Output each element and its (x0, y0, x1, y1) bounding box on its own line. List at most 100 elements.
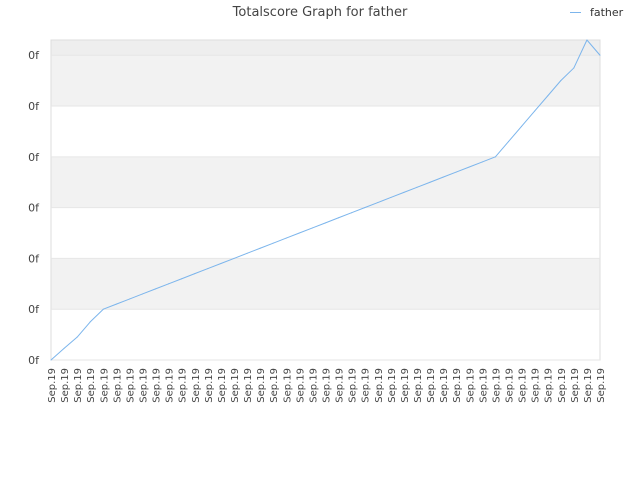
x-tick-label: Sep.19 (165, 368, 176, 403)
data-point (364, 207, 366, 209)
data-point (508, 141, 509, 143)
x-tick-label: Sep.19 (112, 368, 123, 403)
data-point (547, 95, 549, 97)
y-tick-label: 0f (28, 202, 40, 215)
x-tick-label: Sep.19 (583, 368, 594, 403)
data-point (599, 54, 601, 56)
y-tick-label: 0f (28, 49, 40, 62)
data-point (534, 110, 536, 112)
data-point (76, 336, 78, 338)
x-tick-label: Sep.19 (322, 368, 333, 403)
x-tick-label: Sep.19 (243, 368, 254, 403)
data-point (102, 308, 104, 310)
x-tick-label: Sep.19 (139, 368, 150, 403)
legend-swatch-father (570, 12, 581, 13)
plot-band-top (51, 40, 600, 56)
data-point (586, 39, 588, 41)
data-point (416, 186, 418, 188)
data-point (560, 80, 562, 82)
data-point (403, 191, 405, 193)
x-tick-label: Sep.19 (204, 368, 215, 403)
data-point (351, 212, 353, 214)
y-tick-label: 0f (28, 252, 40, 265)
x-tick-label: Sep.19 (230, 368, 241, 403)
x-tick-label: Sep.19 (413, 368, 424, 403)
data-point (377, 202, 379, 204)
data-point (142, 293, 143, 295)
data-point (442, 176, 444, 178)
data-point (338, 217, 340, 219)
data-point (521, 125, 523, 127)
x-tick-label: Sep.19 (86, 368, 97, 403)
data-point (194, 273, 196, 275)
data-point (89, 321, 91, 323)
data-point (259, 247, 261, 249)
legend-label-father: father (590, 6, 624, 19)
data-point (429, 181, 431, 183)
data-point (390, 196, 392, 198)
x-tick-label: Sep.19 (465, 368, 476, 403)
x-tick-label: Sep.19 (99, 368, 110, 403)
data-point (128, 298, 130, 300)
x-tick-label: Sep.19 (596, 368, 607, 403)
x-tick-label: Sep.19 (335, 368, 346, 403)
data-point (298, 232, 300, 234)
y-tick-label: 0f (28, 151, 40, 164)
data-point (285, 237, 287, 239)
x-tick-label: Sep.19 (478, 368, 489, 403)
x-tick-label: Sep.19 (191, 368, 202, 403)
x-tick-label: Sep.19 (60, 368, 71, 403)
x-tick-label: Sep.19 (73, 368, 84, 403)
x-tick-label: Sep.19 (152, 368, 163, 403)
x-tick-label: Sep.19 (308, 368, 319, 403)
x-tick-label: Sep.19 (491, 368, 502, 403)
data-point (481, 161, 483, 163)
x-tick-label: Sep.19 (269, 368, 280, 403)
data-point (455, 171, 457, 173)
x-tick-label: Sep.19 (531, 368, 542, 403)
data-point (573, 67, 575, 69)
x-tick-label: Sep.19 (361, 368, 372, 403)
data-point (207, 268, 209, 270)
data-point (63, 347, 65, 349)
data-point (233, 257, 235, 259)
x-tick-label: Sep.19 (217, 368, 228, 403)
data-point (220, 262, 222, 264)
x-tick-label: Sep.19 (47, 368, 58, 403)
x-tick-label: Sep.19 (400, 368, 411, 403)
x-tick-label: Sep.19 (570, 368, 581, 403)
x-tick-label: Sep.19 (439, 368, 450, 403)
x-tick-label: Sep.19 (426, 368, 437, 403)
y-tick-label: 0f (28, 100, 40, 113)
data-point (115, 303, 117, 305)
data-point (181, 278, 183, 280)
x-tick-label: Sep.19 (557, 368, 568, 403)
legend[interactable]: father (570, 6, 623, 19)
data-point (311, 227, 313, 229)
x-tick-label: Sep.19 (374, 368, 385, 403)
data-point (50, 359, 52, 361)
data-point (325, 222, 326, 224)
x-tick-label: Sep.19 (256, 368, 267, 403)
y-tick-label: 0f (28, 303, 40, 316)
y-tick-label: 0f (28, 354, 40, 367)
plot-band (51, 258, 600, 310)
x-tick-label: Sep.19 (295, 368, 306, 403)
plot-band (51, 55, 600, 107)
data-point (272, 242, 274, 244)
x-tick-label: Sep.19 (518, 368, 529, 403)
data-point (494, 156, 496, 158)
data-point (155, 288, 157, 290)
x-tick-label: Sep.19 (452, 368, 463, 403)
data-point (246, 252, 248, 254)
x-tick-label: Sep.19 (505, 368, 516, 403)
x-tick-label: Sep.19 (348, 368, 359, 403)
x-tick-label: Sep.19 (125, 368, 136, 403)
x-tick-label: Sep.19 (178, 368, 189, 403)
plot-band (51, 156, 600, 208)
x-tick-label: Sep.19 (282, 368, 293, 403)
data-point (168, 283, 170, 285)
chart-title: Totalscore Graph for father (232, 5, 408, 20)
x-tick-label: Sep.19 (544, 368, 555, 403)
